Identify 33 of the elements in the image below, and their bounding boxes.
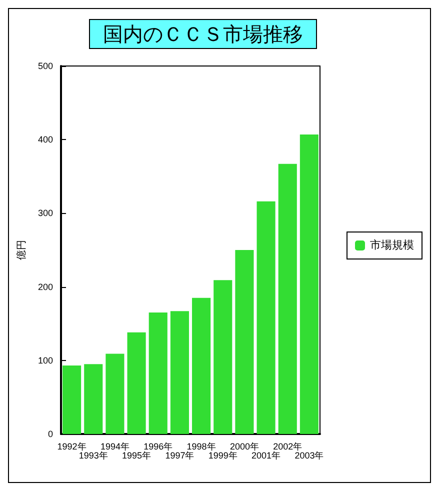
bar bbox=[256, 201, 276, 434]
chart-title: 国内のＣＣＳ市場推移 bbox=[103, 22, 303, 46]
bar bbox=[127, 332, 146, 434]
bar bbox=[62, 366, 82, 434]
y-tick-label: 300 bbox=[38, 208, 53, 218]
y-tick-label: 0 bbox=[48, 429, 53, 439]
bar bbox=[278, 164, 297, 434]
bar bbox=[148, 312, 168, 434]
x-tick-label: 1992年 bbox=[57, 442, 86, 452]
x-tick-label: 1998年 bbox=[186, 442, 216, 452]
x-tick-label: 2001年 bbox=[252, 450, 281, 460]
y-tick-label: 400 bbox=[38, 134, 53, 145]
x-tick-label: 2003年 bbox=[294, 450, 324, 460]
bar bbox=[235, 250, 254, 434]
y-axis-title: 億円 bbox=[16, 240, 28, 260]
legend-label: 市場規模 bbox=[370, 238, 414, 252]
x-tick-label: 1997年 bbox=[165, 450, 194, 460]
x-tick-label: 1999年 bbox=[208, 450, 238, 460]
bar bbox=[300, 134, 318, 434]
y-tick-label: 500 bbox=[38, 61, 53, 71]
x-tick-label: 1995年 bbox=[122, 450, 152, 460]
bar bbox=[192, 298, 211, 434]
bar bbox=[214, 280, 232, 434]
x-tick-label: 1994年 bbox=[100, 442, 130, 452]
y-tick-label: 100 bbox=[38, 355, 53, 366]
x-tick-label: 1993年 bbox=[78, 450, 108, 460]
x-tick-label: 2000年 bbox=[230, 442, 259, 452]
y-tick-label: 200 bbox=[38, 282, 53, 292]
x-tick-label: 1996年 bbox=[144, 442, 173, 452]
bar bbox=[84, 364, 103, 434]
bar bbox=[170, 311, 189, 434]
bar bbox=[106, 354, 124, 434]
x-tick-label: 2002年 bbox=[273, 442, 302, 452]
